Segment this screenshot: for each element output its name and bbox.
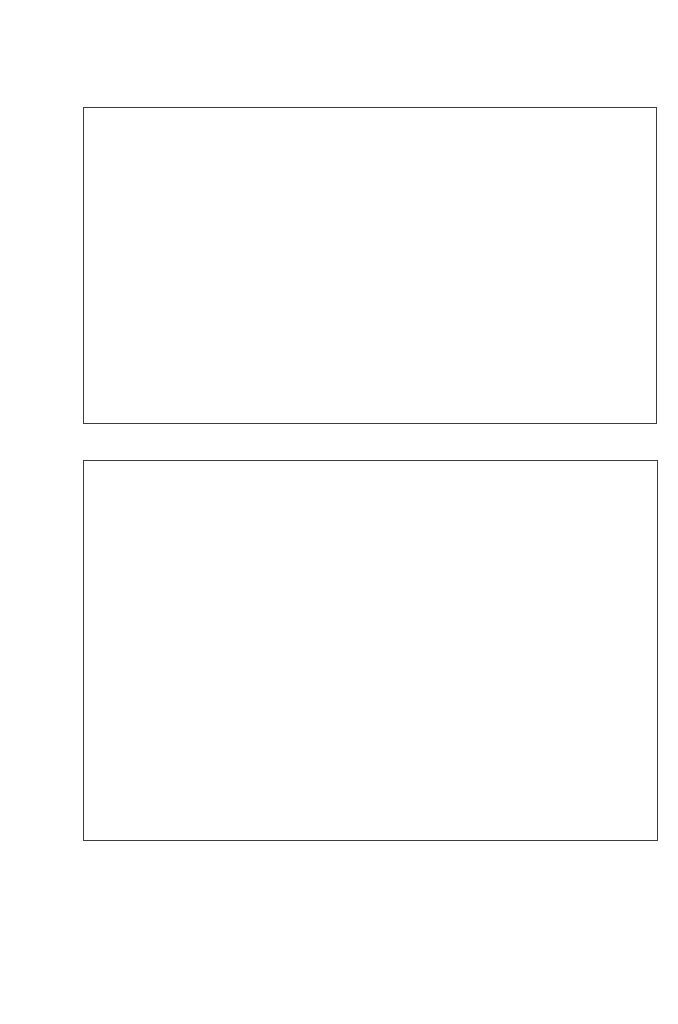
chromatogram-chart bbox=[84, 108, 656, 423]
nmr-structures-chart bbox=[84, 461, 657, 840]
figure-panel-a bbox=[83, 107, 657, 424]
figure-caption bbox=[84, 849, 660, 868]
figure-panel-b bbox=[83, 460, 658, 841]
